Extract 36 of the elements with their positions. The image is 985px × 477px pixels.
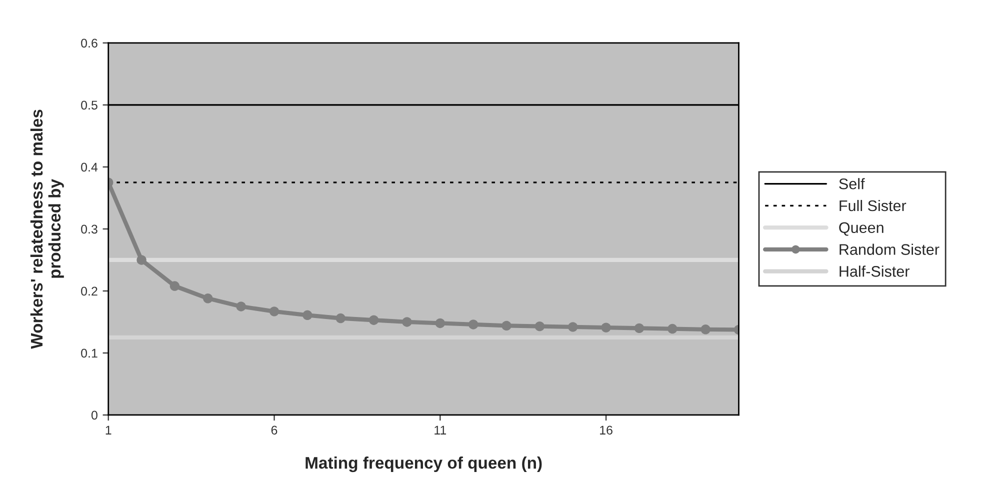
y-tick-label: 0.5 [81,100,98,110]
legend-label: Random Sister [840,244,940,255]
point [402,317,412,327]
y-axis-title: Workers' relatedness to males produced by [30,110,64,349]
point [336,313,346,324]
point [368,315,379,325]
legend-label: Full Sister [840,200,906,212]
x-tick-label: 11 [434,426,446,434]
y-tick-label: 0.4 [81,162,98,172]
point [435,318,445,328]
point [170,281,180,291]
legend-label: Half-Sister [840,266,910,277]
legend-label: Queen [839,222,884,236]
x-axis-title: Mating frequency of queen (n) [306,456,542,472]
point [601,322,611,332]
point [203,294,213,304]
point [269,306,280,316]
point [534,321,545,332]
y-tick-label: 0.1 [81,348,98,358]
point [634,323,644,334]
x-tick-label: 16 [600,426,612,435]
y-tick-label: 0 [91,410,98,420]
legend-label: Self [839,178,865,190]
point [302,310,312,320]
point [700,324,710,334]
x-tick-label: 6 [271,426,278,435]
x-tick-label: 1 [106,426,112,434]
point [502,320,512,331]
point [568,322,578,332]
point [668,324,678,334]
point [136,255,146,265]
y-tick-label: 0.3 [81,224,98,234]
y-tick-label: 0.6 [81,38,98,48]
y-tick-label: 0.2 [81,286,98,296]
point [468,320,478,330]
point [236,302,246,312]
